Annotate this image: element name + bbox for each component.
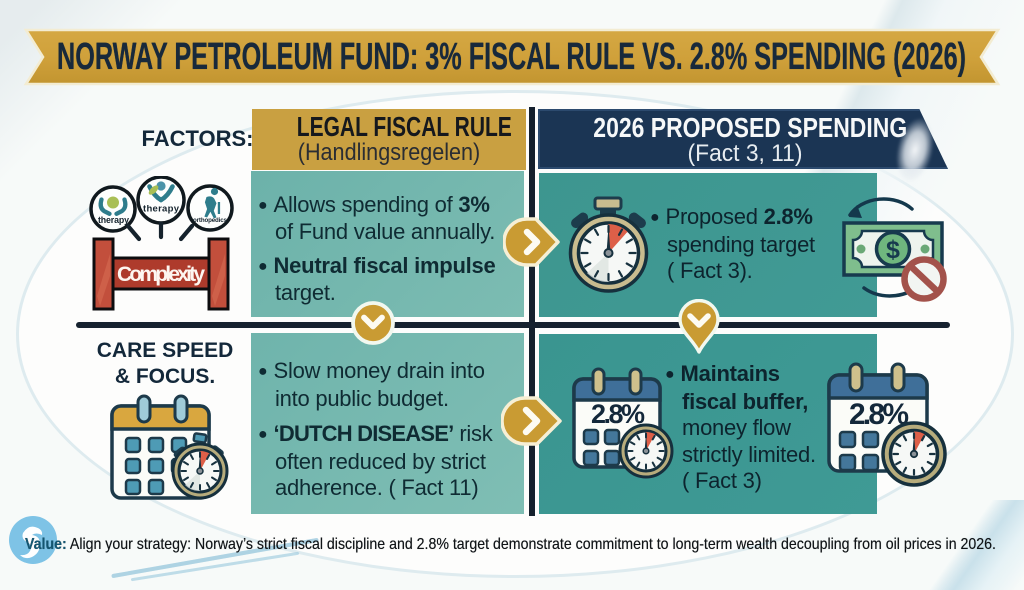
svg-text:therapy: therapy — [143, 204, 180, 215]
svg-text:therapy: therapy — [98, 215, 129, 225]
svg-text:$: $ — [886, 236, 900, 264]
svg-text:2.8%: 2.8% — [591, 399, 645, 429]
svg-text:orthopedics: orthopedics — [193, 217, 228, 224]
svg-text:Complexity: Complexity — [117, 263, 205, 286]
